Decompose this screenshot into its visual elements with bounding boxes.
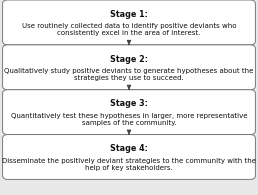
FancyBboxPatch shape <box>3 90 255 135</box>
FancyBboxPatch shape <box>3 45 255 90</box>
Text: Quantitatively test these hypotheses in larger, more representative
samples of t: Quantitatively test these hypotheses in … <box>11 113 247 126</box>
Text: Stage 1:: Stage 1: <box>110 10 148 19</box>
FancyBboxPatch shape <box>3 0 255 45</box>
Text: Stage 2:: Stage 2: <box>110 55 148 64</box>
Text: Use routinely collected data to identify positive deviants who
consistently exce: Use routinely collected data to identify… <box>22 23 236 36</box>
Text: Stage 4:: Stage 4: <box>110 144 148 153</box>
Text: Disseminate the positively deviant strategies to the community with the
help of : Disseminate the positively deviant strat… <box>2 158 256 171</box>
Text: Qualitatively study positive deviants to generate hypotheses about the
strategie: Qualitatively study positive deviants to… <box>4 68 254 81</box>
FancyBboxPatch shape <box>3 135 255 179</box>
Text: Stage 3:: Stage 3: <box>110 99 148 108</box>
